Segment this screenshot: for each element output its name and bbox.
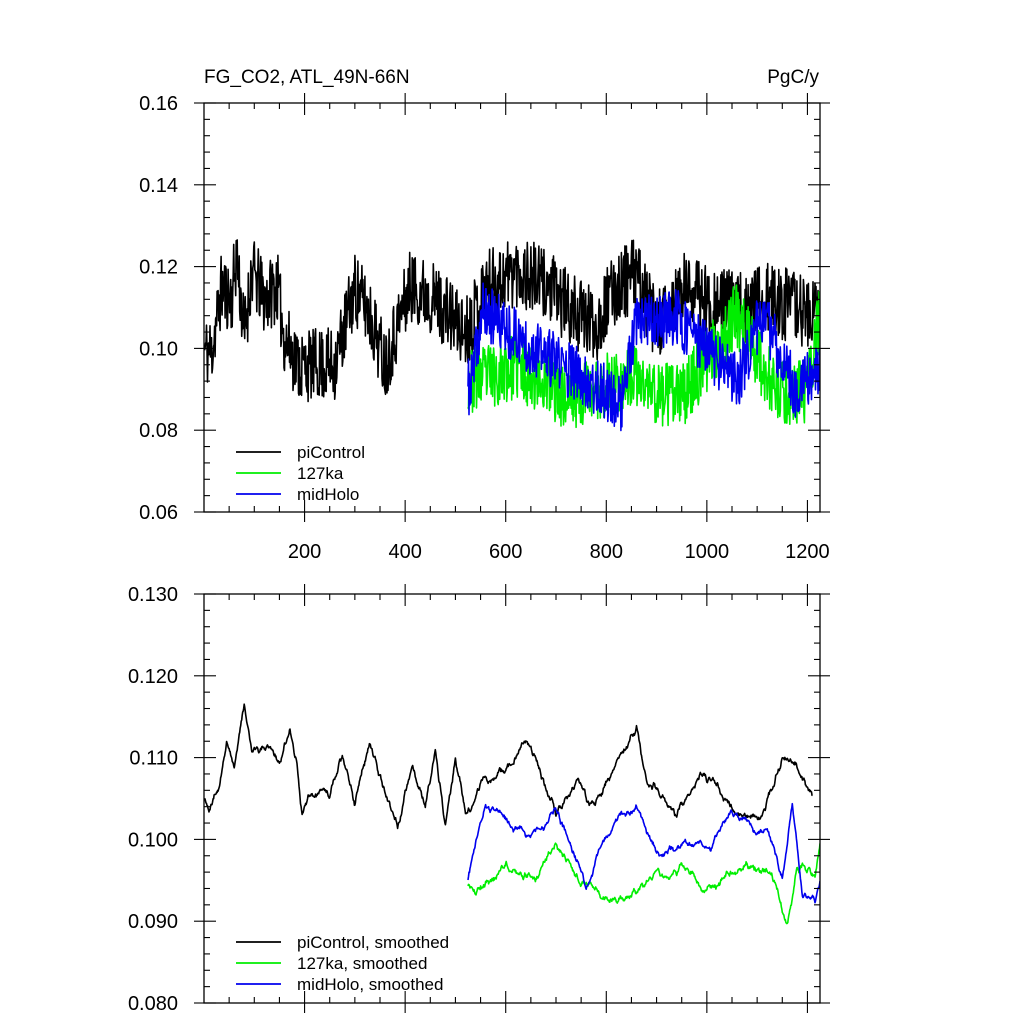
legend-label: 127ka, smoothed	[297, 954, 427, 973]
legend-label: piControl, smoothed	[297, 933, 449, 952]
legend-label: 127ka	[297, 464, 344, 483]
legend-label: midHolo	[297, 485, 359, 504]
series-group	[204, 703, 820, 925]
x-tick-label: 1200	[785, 541, 830, 563]
y-tick-label: 0.14	[139, 175, 178, 197]
series-line-picontrol	[204, 239, 820, 403]
y-tick-label: 0.12	[139, 257, 178, 279]
legend: piControl 127ka midHolo	[236, 443, 365, 504]
plot-frame	[203, 593, 821, 1004]
y-tick-label: 0.120	[128, 666, 178, 688]
y-tick-label: 0.16	[139, 93, 178, 115]
legend-label: piControl	[297, 443, 365, 462]
axes: 0.080 0.090 0.100 0.110 0.120 0.130	[128, 584, 830, 1015]
x-tick-label: 600	[489, 541, 522, 563]
y-tick-label: 0.110	[129, 748, 178, 770]
legend-label: midHolo, smoothed	[297, 975, 443, 994]
units-label: PgC/y	[767, 67, 819, 88]
series-line-midholo-smoothed	[467, 802, 820, 904]
y-tick-label: 0.130	[128, 584, 178, 606]
plot-frame	[203, 102, 821, 513]
y-tick-label: 0.06	[139, 502, 178, 524]
series-group	[204, 239, 820, 432]
x-tick-label: 800	[590, 541, 623, 563]
bottom-panel: 0.080 0.090 0.100 0.110 0.120 0.130 piControl…	[128, 584, 830, 1015]
x-tick-label: 400	[388, 541, 421, 563]
legend: piControl, smoothed 127ka, smoothed midHol…	[236, 933, 449, 994]
series-line-picontrol-smoothed	[204, 703, 813, 830]
top-panel: FG_CO2, ATL_49N-66N PgC/y 0.060.080.100.…	[139, 67, 830, 563]
axes: 0.06 0.08 0.10 0.12 0.14 0.16 200 400 600 800 1000…	[139, 93, 830, 563]
series-line-midholo	[467, 282, 820, 432]
y-tick-label: 0.08	[139, 420, 178, 442]
y-tick-label: 0.100	[128, 829, 178, 851]
x-tick-label: 1000	[685, 541, 730, 563]
y-tick-label: 0.10	[139, 338, 178, 360]
series-line-127ka-smoothed	[467, 842, 820, 925]
x-tick-label: 200	[288, 541, 321, 563]
y-tick-label: 0.090	[128, 911, 178, 933]
y-tick-label: 0.080	[128, 993, 178, 1015]
chart-title: FG_CO2, ATL_49N-66N	[204, 67, 410, 88]
series-line-127ka	[467, 284, 820, 429]
